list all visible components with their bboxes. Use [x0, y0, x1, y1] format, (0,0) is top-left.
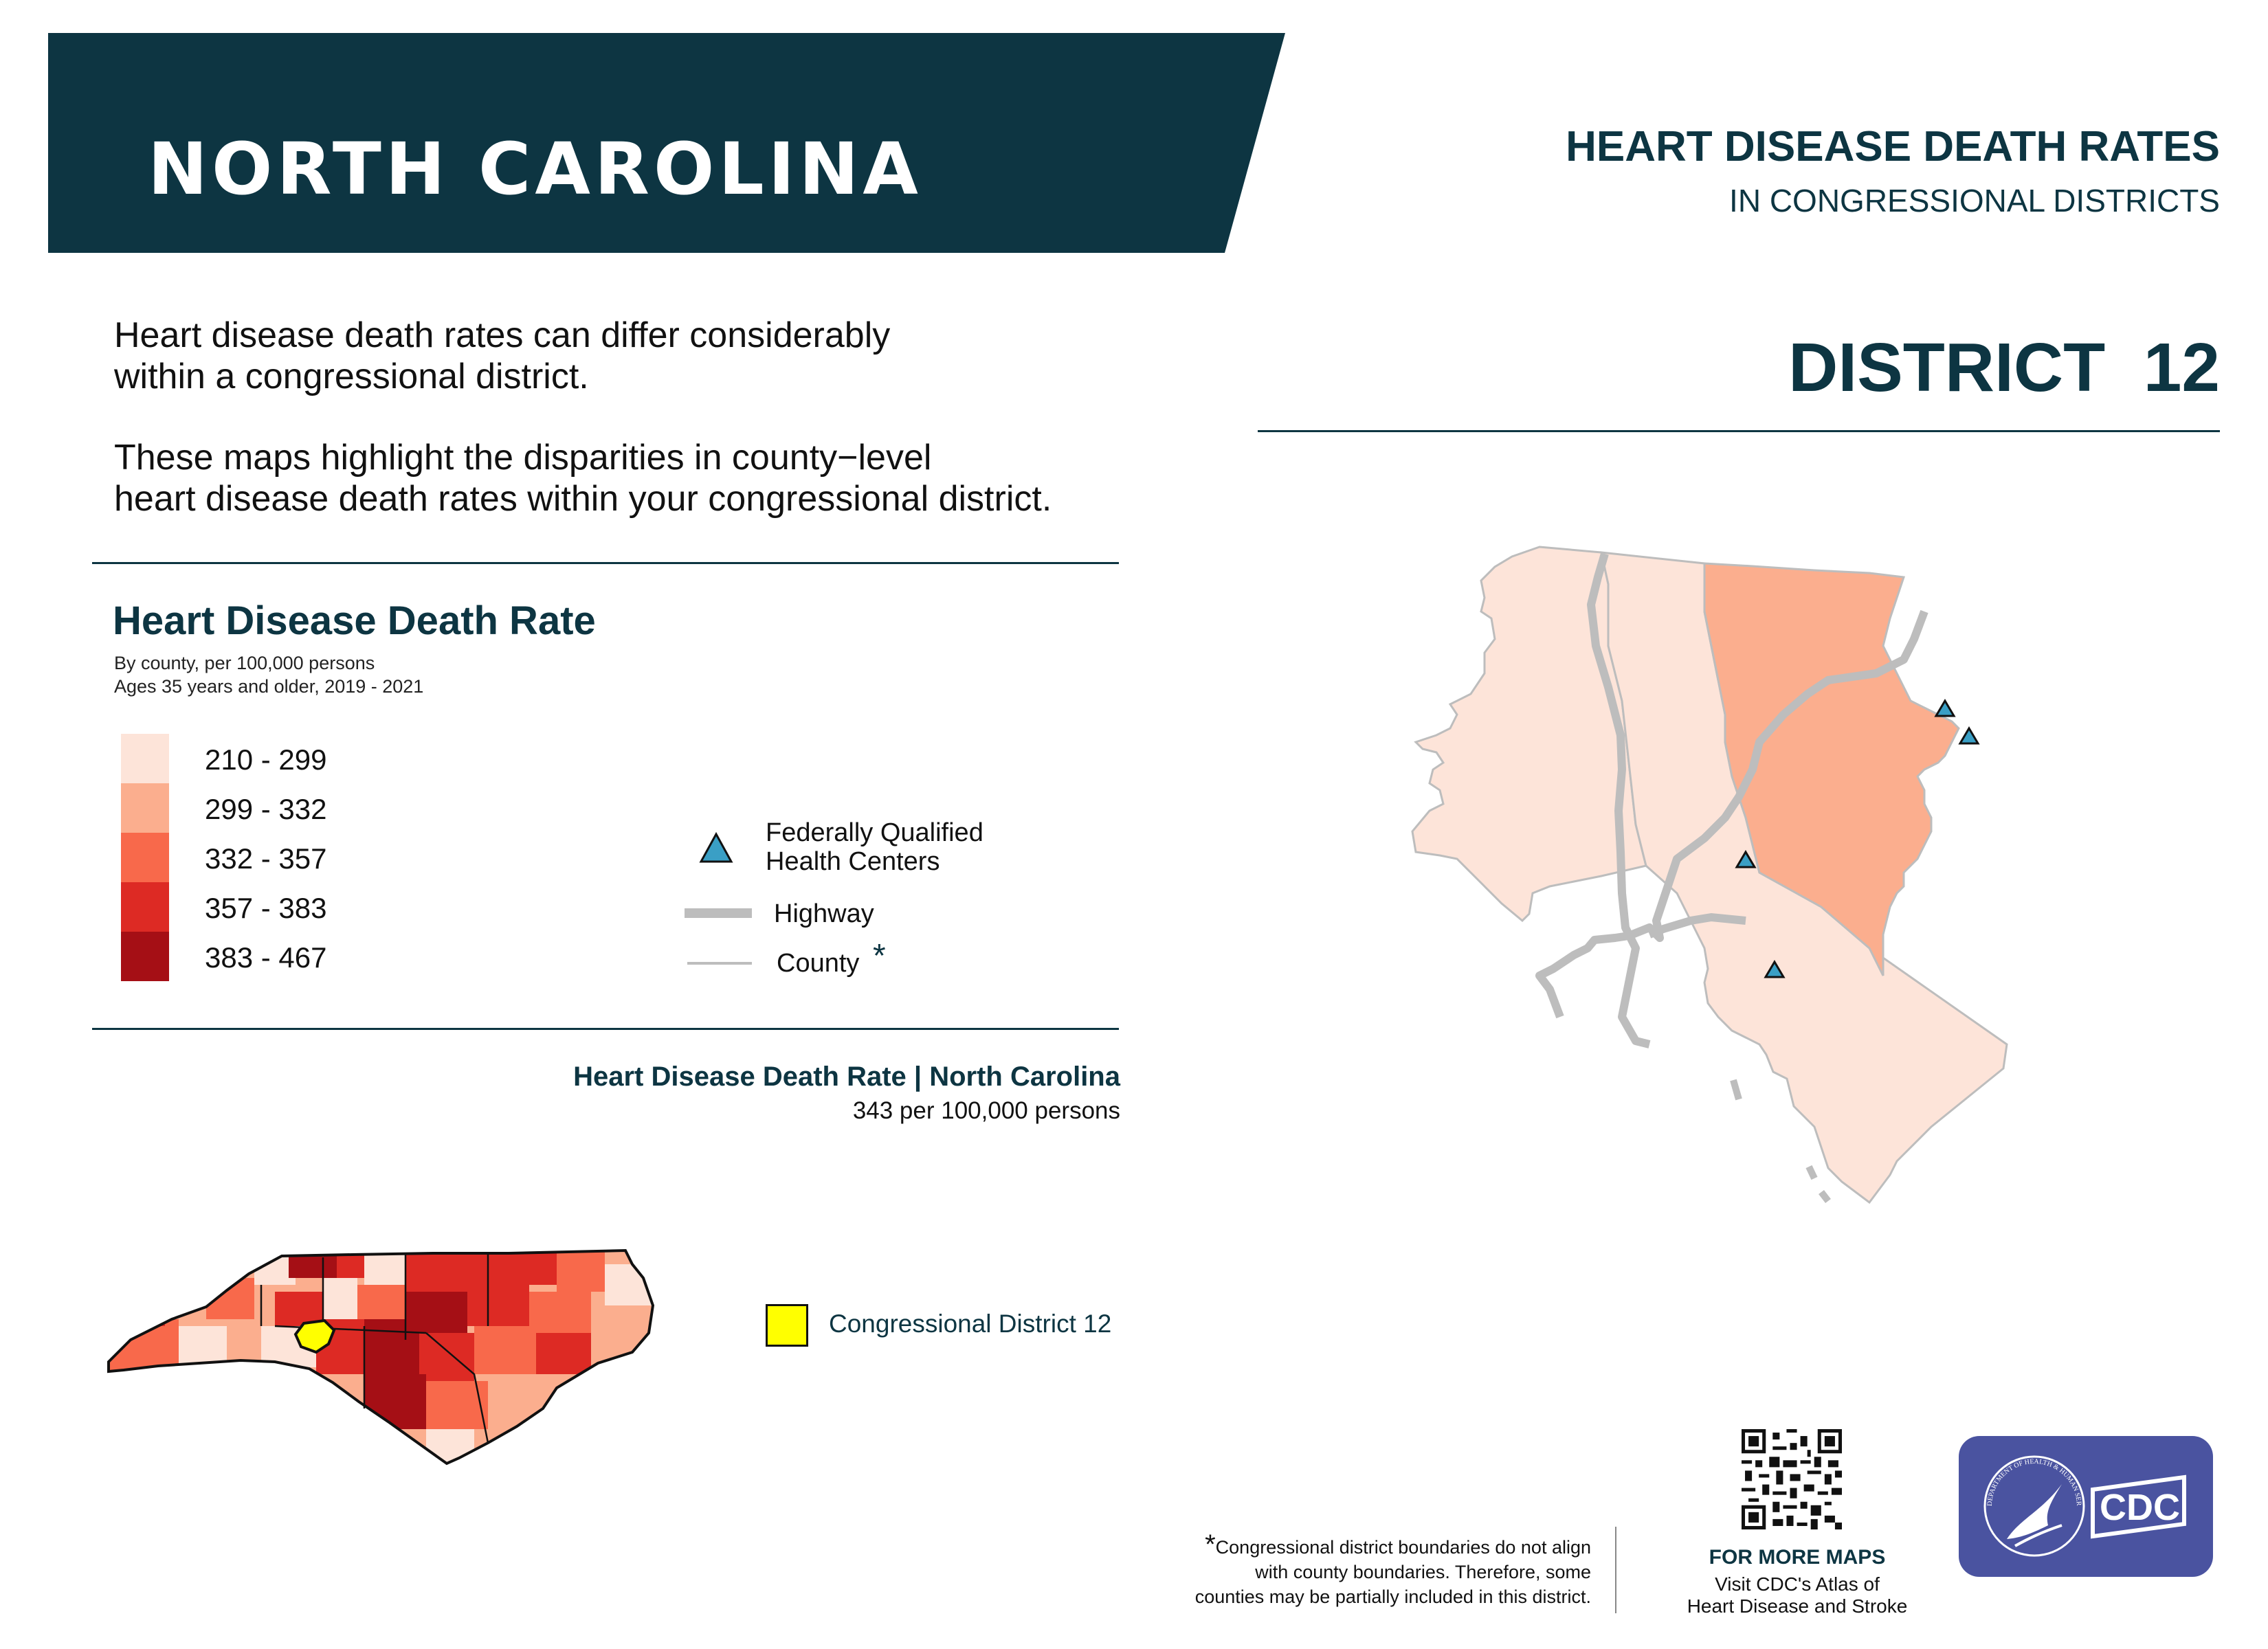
more-maps-line-2: Heart Disease and Stroke	[1687, 1595, 1908, 1617]
highway-north-south	[1587, 552, 1651, 1048]
legend-label-bin-4: 357 - 383	[205, 892, 327, 924]
county-northeast	[1703, 562, 1960, 976]
fqhc-legend-icon	[699, 831, 733, 863]
hhs-seal-text: DEPARTMENT OF HEALTH & HUMAN SERVICES US…	[1956, 1431, 2082, 1506]
fqhc-marker	[1958, 726, 1980, 745]
cdc-hhs-logo: DEPARTMENT OF HEALTH & HUMAN SERVICES US…	[1956, 1431, 2213, 1577]
fqhc-marker	[1934, 699, 1956, 717]
intro-line-4: heart disease death rates within your co…	[114, 479, 1052, 519]
footer-divider	[1615, 1527, 1616, 1613]
county-west	[1411, 546, 1647, 923]
more-maps-link[interactable]: Visit CDC's Atlas of Heart Disease and S…	[1660, 1573, 1935, 1617]
intro-line-2: within a congressional district.	[114, 357, 589, 396]
district-12-map	[1411, 546, 2008, 1204]
qr-code-icon[interactable]	[1742, 1429, 1842, 1529]
fqhc-markers	[1735, 699, 1980, 978]
highway-legend-line	[685, 908, 752, 918]
county-legend-line	[687, 962, 752, 965]
footnote-asterisk: *	[1205, 1529, 1216, 1560]
legend-title: Heart Disease Death Rate	[113, 598, 596, 643]
district-highlight-label: Congressional District 12	[829, 1310, 1112, 1338]
district-title: DISTRICT 12	[1788, 329, 2220, 406]
cdc-logo-text: CDC	[2100, 1487, 2180, 1528]
state-name: NORTH CAROLINA	[148, 127, 922, 211]
legend-note-units: By county, per 100,000 persons	[114, 653, 375, 673]
legend-swatch-bin-4	[121, 882, 169, 932]
legend-swatch-bin-3	[121, 833, 169, 882]
fqhc-legend-label-1: Federally Qualified	[766, 818, 983, 847]
district-12-highlight	[293, 1319, 336, 1354]
district-highlight-swatch	[766, 1304, 808, 1347]
footnote-line-1: Congressional district boundaries do not…	[1215, 1537, 1591, 1558]
legend-swatch-bin-1	[121, 734, 169, 783]
report-subtitle: IN CONGRESSIONAL DISTRICTS	[1729, 183, 2220, 218]
county-legend-label: County	[777, 949, 860, 978]
intro-divider	[92, 562, 1119, 564]
fqhc-legend-label-2: Health Centers	[766, 847, 940, 876]
svg-text:DEPARTMENT OF HEALTH & HUMAN S: DEPARTMENT OF HEALTH & HUMAN SERVICES US…	[1959, 1436, 2082, 1506]
more-maps-line-1: Visit CDC's Atlas of	[1715, 1573, 1880, 1595]
legend-divider	[92, 1028, 1119, 1030]
footnote: *Congressional district boundaries do no…	[1110, 1529, 1591, 1609]
highway-south	[1647, 912, 1746, 939]
state-rate-title: Heart Disease Death Rate | North Carolin…	[573, 1062, 1120, 1092]
legend-label-bin-3: 332 - 357	[205, 842, 327, 875]
county-legend-asterisk: *	[873, 938, 886, 974]
cdc-flag-icon	[2091, 1474, 2186, 1539]
highway-northeast	[1535, 609, 1928, 1019]
fqhc-marker	[1764, 960, 1786, 978]
footnote-line-3: counties may be partially included in th…	[1194, 1586, 1591, 1607]
legend-swatch-bin-2	[121, 783, 169, 833]
county-boundary-north	[1703, 563, 1720, 681]
state-rate-value: 343 per 100,000 persons	[852, 1097, 1120, 1124]
more-maps-heading: FOR MORE MAPS	[1709, 1546, 1886, 1569]
header-banner	[48, 33, 1285, 253]
legend-swatch-bin-5	[121, 932, 169, 981]
district-divider	[1258, 430, 2220, 432]
footnote-line-2: with county boundaries. Therefore, some	[1255, 1562, 1591, 1582]
north-carolina-state-map	[107, 1248, 655, 1466]
intro-line-3: These maps highlight the disparities in …	[114, 438, 932, 478]
highway-legend-label: Highway	[774, 899, 874, 928]
report-title: HEART DISEASE DEATH RATES	[1566, 123, 2220, 170]
intro-line-1: Heart disease death rates can differ con…	[114, 315, 891, 355]
legend-note-ages: Ages 35 years and older, 2019 - 2021	[114, 676, 424, 697]
hhs-eagle-icon	[2007, 1484, 2062, 1539]
highway-southern-stub	[1730, 1079, 1831, 1204]
fqhc-marker	[1735, 850, 1757, 868]
legend-label-bin-1: 210 - 299	[205, 743, 327, 776]
hhs-seal-icon	[1983, 1455, 2085, 1557]
legend-label-bin-5: 383 - 467	[205, 941, 327, 974]
legend-label-bin-2: 299 - 332	[205, 793, 327, 825]
